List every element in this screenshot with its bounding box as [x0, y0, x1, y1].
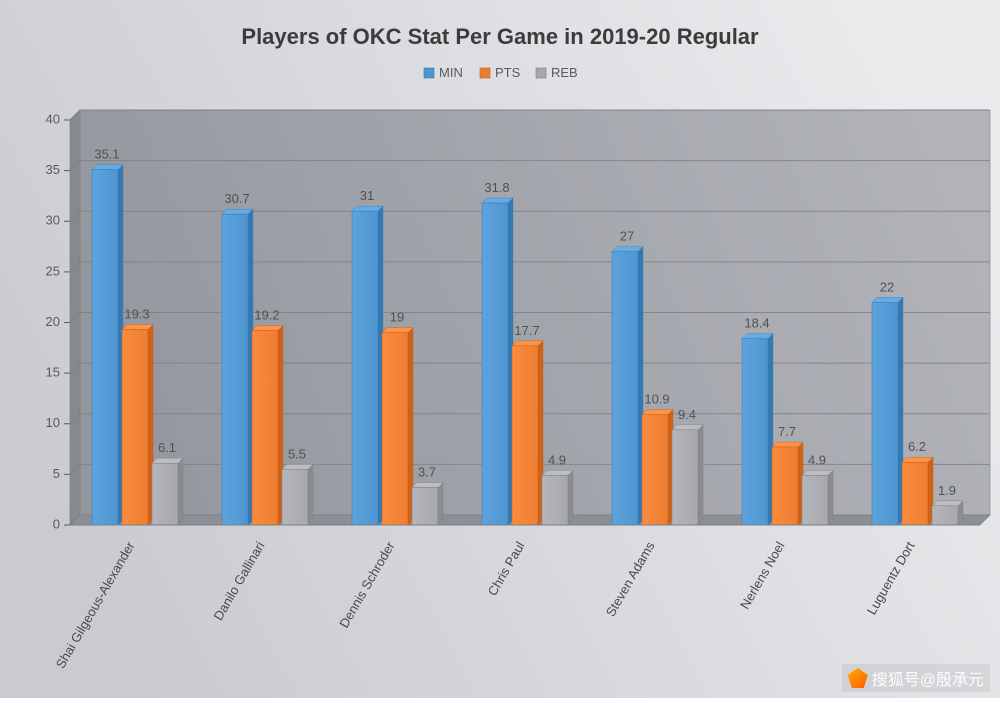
y-tick-label: 15 — [46, 365, 60, 380]
data-label: 10.9 — [644, 392, 669, 407]
data-label: 19.2 — [254, 308, 279, 323]
data-label: 22 — [880, 279, 894, 294]
y-tick-label: 20 — [46, 314, 60, 329]
bar — [352, 211, 378, 525]
legend-swatch — [424, 68, 434, 78]
data-label: 1.9 — [938, 483, 956, 498]
bar — [642, 415, 668, 525]
bar — [482, 203, 508, 525]
data-label: 19 — [390, 310, 404, 325]
y-tick-label: 30 — [46, 213, 60, 228]
bar — [542, 475, 568, 525]
bar — [412, 488, 438, 525]
data-label: 4.9 — [808, 452, 826, 467]
bar — [612, 252, 638, 525]
legend-label: PTS — [495, 65, 521, 80]
data-label: 9.4 — [678, 407, 696, 422]
data-label: 18.4 — [744, 316, 769, 331]
legend-label: MIN — [439, 65, 463, 80]
data-label: 3.7 — [418, 465, 436, 480]
watermark-text: 搜狐号@殷承元 — [872, 666, 984, 690]
bar — [222, 214, 248, 525]
y-tick-label: 35 — [46, 162, 60, 177]
chart-container: Players of OKC Stat Per Game in 2019-20 … — [0, 0, 1000, 698]
bar — [802, 475, 828, 525]
legend-label: REB — [551, 65, 578, 80]
bar — [512, 346, 538, 525]
bar — [252, 331, 278, 525]
bar — [932, 506, 958, 525]
data-label: 4.9 — [548, 452, 566, 467]
chart-title: Players of OKC Stat Per Game in 2019-20 … — [241, 24, 759, 49]
sohu-logo-icon — [848, 668, 868, 688]
bar — [282, 469, 308, 525]
bar — [742, 339, 768, 525]
data-label: 30.7 — [224, 191, 249, 206]
bar — [382, 333, 408, 525]
watermark: 搜狐号@殷承元 — [842, 664, 990, 692]
chart-svg: Players of OKC Stat Per Game in 2019-20 … — [0, 0, 1000, 698]
bar — [772, 447, 798, 525]
data-label: 35.1 — [94, 147, 119, 162]
bar — [872, 302, 898, 525]
y-tick-label: 25 — [46, 263, 60, 278]
y-tick-label: 10 — [46, 415, 60, 430]
bar — [152, 463, 178, 525]
data-label: 6.2 — [908, 439, 926, 454]
data-label: 6.1 — [158, 440, 176, 455]
data-label: 31.8 — [484, 180, 509, 195]
data-label: 5.5 — [288, 446, 306, 461]
data-label: 27 — [620, 229, 634, 244]
data-label: 17.7 — [514, 323, 539, 338]
y-tick-label: 0 — [53, 516, 60, 531]
y-tick-label: 40 — [46, 111, 60, 126]
bar — [122, 330, 148, 525]
y-tick-label: 5 — [53, 466, 60, 481]
legend-swatch — [536, 68, 546, 78]
legend-swatch — [480, 68, 490, 78]
bar — [92, 170, 118, 525]
data-label: 7.7 — [778, 424, 796, 439]
data-label: 19.3 — [124, 307, 149, 322]
data-label: 31 — [360, 188, 374, 203]
bar — [672, 430, 698, 525]
bar — [902, 462, 928, 525]
